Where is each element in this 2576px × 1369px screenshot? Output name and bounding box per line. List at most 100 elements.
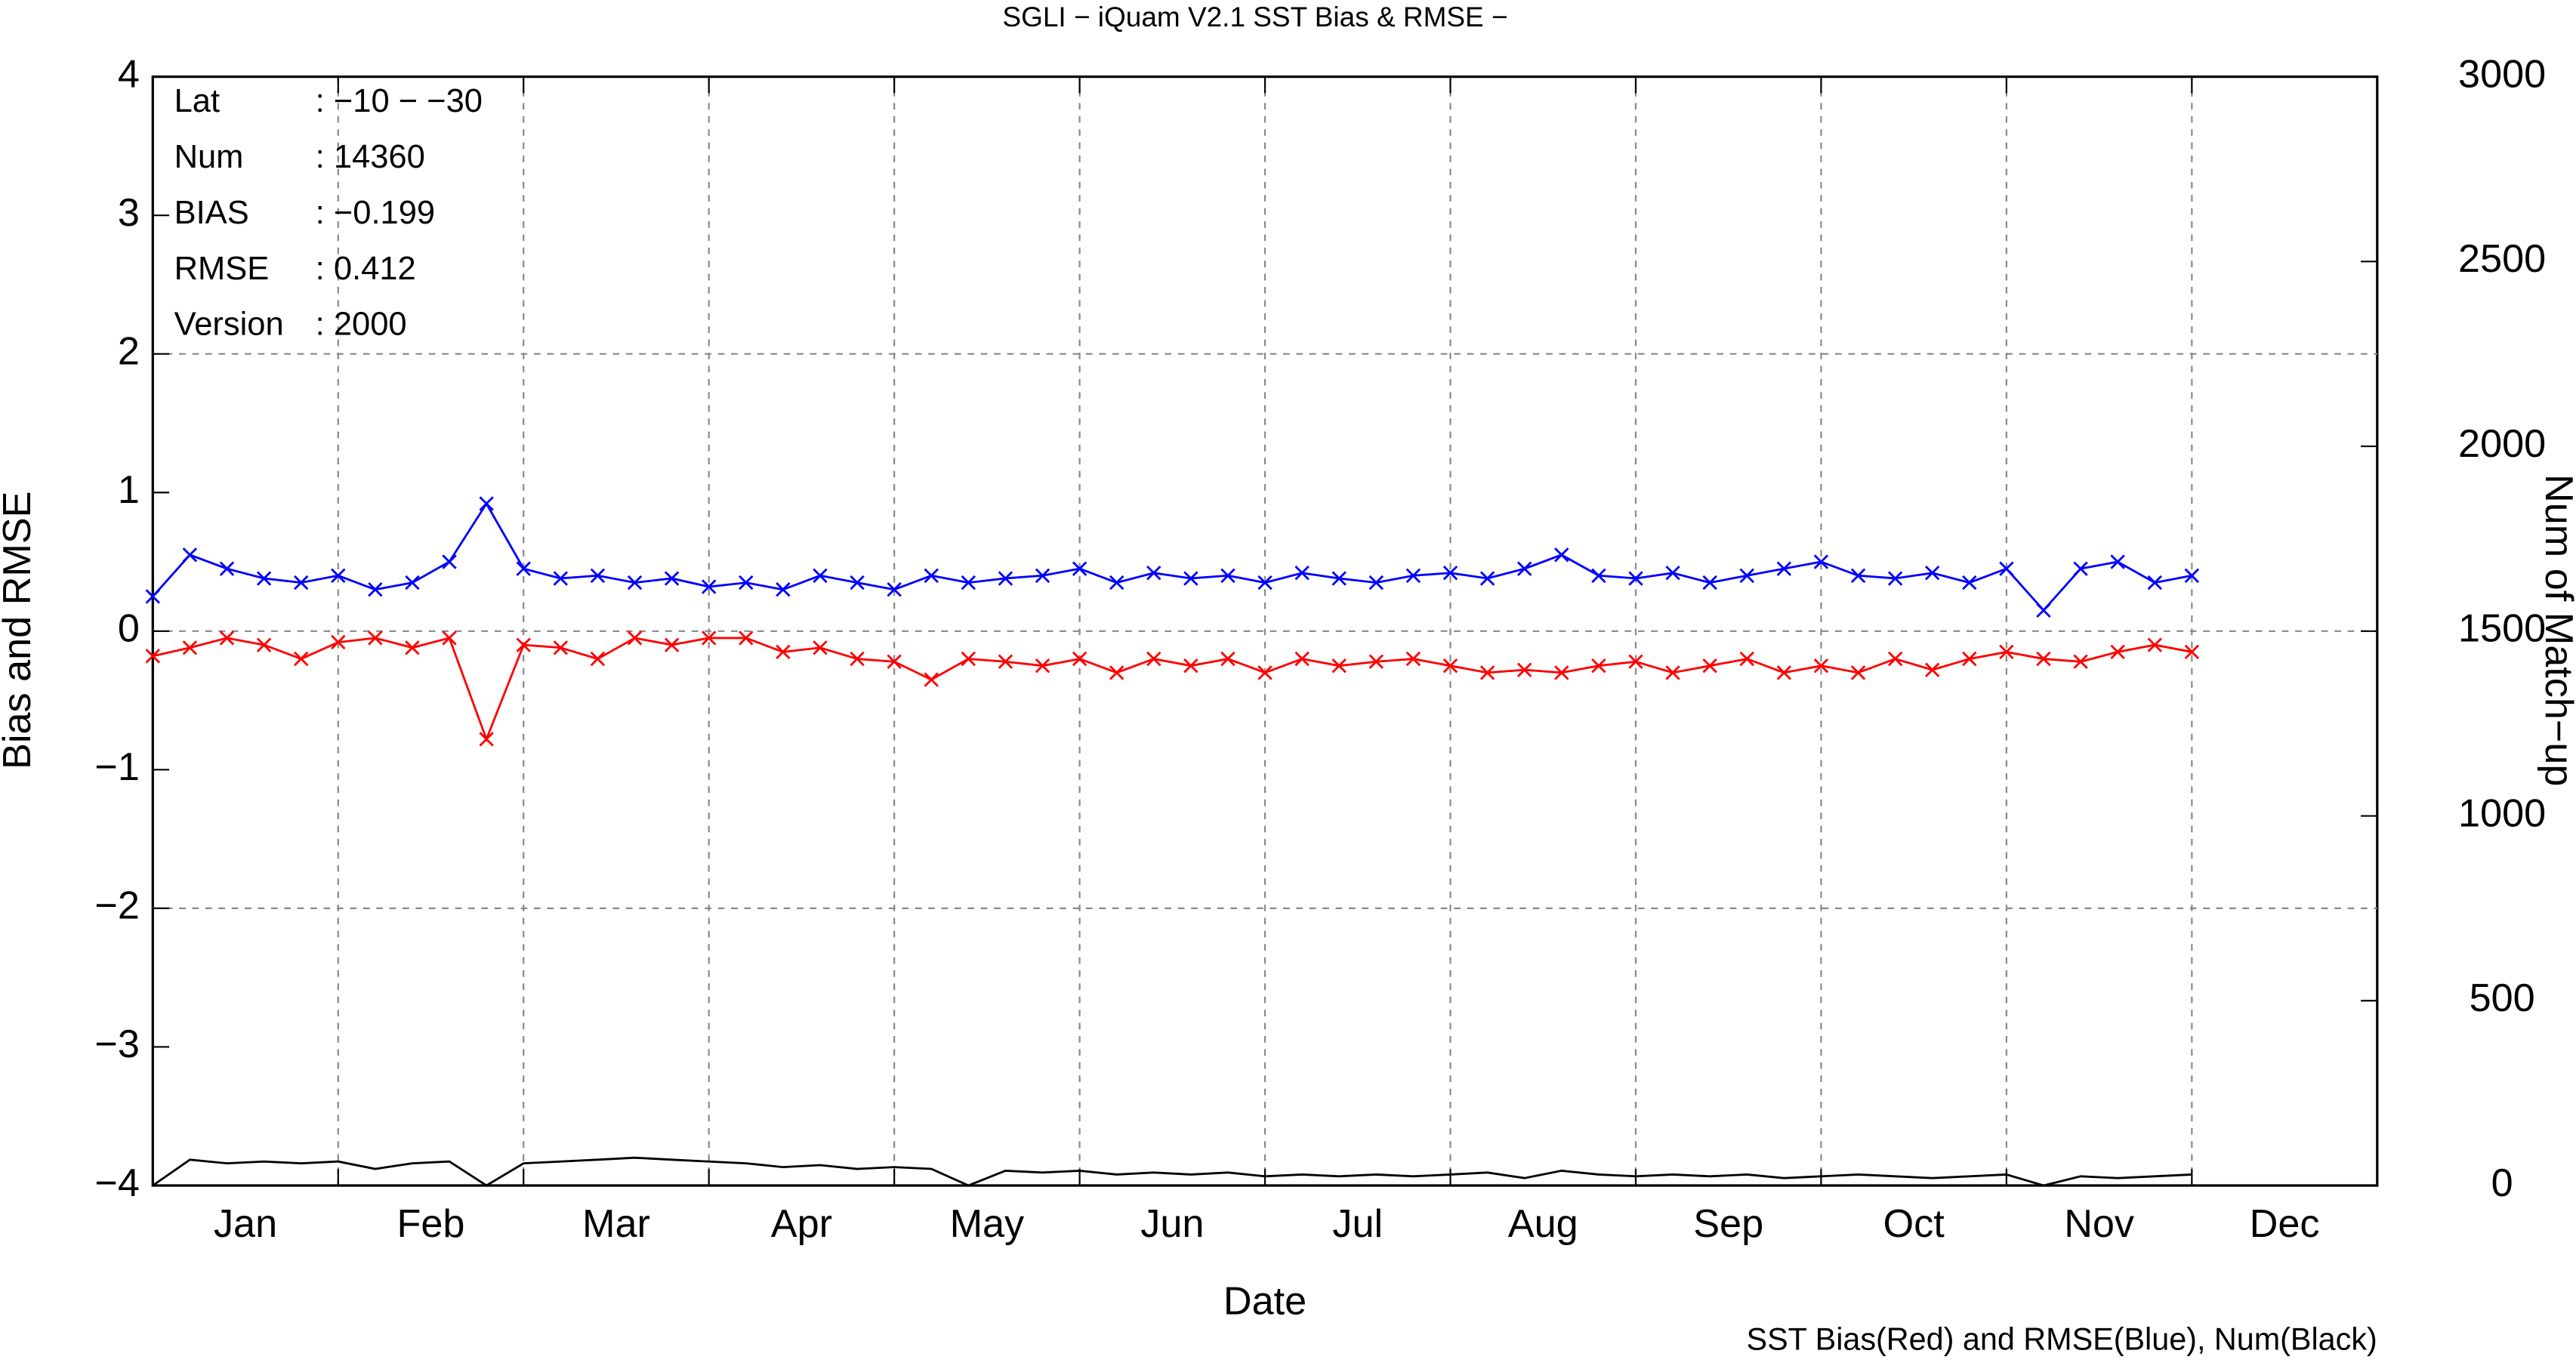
data-point: [590, 568, 606, 584]
data-point: [2073, 561, 2088, 576]
data-point: [1146, 651, 1162, 667]
x-tick-label: Mar: [582, 1202, 650, 1246]
data-point: [739, 631, 754, 646]
chart-title: SGLI − iQuam V2.1 SST Bias & RMSE −: [1002, 2, 1507, 32]
data-point: [1813, 658, 1829, 674]
y2-tick-label: 3000: [2458, 52, 2546, 96]
data-point: [182, 547, 198, 563]
data-point: [1702, 575, 1717, 590]
data-point: [1850, 665, 1866, 680]
data-point: [1442, 658, 1458, 674]
annotation-value: : 14360: [316, 139, 425, 175]
data-point: [701, 579, 717, 594]
data-point: [2184, 644, 2200, 660]
data-point: [145, 589, 161, 604]
data-point: [1924, 662, 1940, 677]
data-point: [813, 640, 828, 655]
data-point: [479, 732, 494, 747]
data-point: [664, 637, 680, 652]
data-point: [739, 575, 754, 590]
data-point: [1442, 566, 1458, 581]
y-tick-label: 0: [118, 607, 140, 651]
data-point: [1479, 665, 1495, 680]
data-point: [442, 554, 457, 569]
data-point: [887, 582, 902, 597]
data-point: [1665, 566, 1680, 581]
y-tick-label: −3: [94, 1022, 140, 1066]
data-point: [1628, 654, 1643, 669]
annotation-label: Version: [174, 307, 284, 343]
data-point: [887, 654, 902, 669]
data-point: [590, 651, 606, 667]
data-point: [405, 575, 420, 590]
data-point: [924, 672, 939, 687]
data-point: [553, 571, 569, 586]
data-point: [1368, 575, 1384, 590]
data-point: [1220, 568, 1236, 584]
data-point: [1887, 651, 1903, 667]
data-point: [405, 640, 420, 655]
y-tick-label: 2: [118, 330, 140, 374]
x-tick-label: Aug: [1508, 1202, 1578, 1246]
data-point: [2110, 644, 2125, 660]
data-point: [1331, 658, 1347, 674]
annotation-value: : −0.199: [316, 195, 435, 231]
x-tick-label: Dec: [2250, 1202, 2320, 1246]
data-point: [1999, 561, 2014, 576]
data-point: [1887, 571, 1903, 586]
data-point: [1628, 571, 1643, 586]
data-point: [1516, 662, 1532, 677]
data-point: [627, 631, 643, 646]
data-point: [1146, 566, 1162, 581]
data-point: [368, 582, 383, 597]
data-point: [701, 631, 717, 646]
x-tick-label: Apr: [771, 1202, 832, 1246]
data-point: [1850, 568, 1866, 584]
x-tick-label: May: [950, 1202, 1025, 1246]
data-point: [293, 651, 309, 667]
data-point: [553, 640, 569, 655]
data-point: [2110, 554, 2125, 569]
annotation-value: : −10 − −30: [316, 83, 483, 119]
series-line: [152, 637, 2192, 742]
x-tick-label: Sep: [1693, 1202, 1763, 1246]
y2-tick-label: 500: [2470, 976, 2535, 1020]
x-tick-label: Oct: [1883, 1202, 1945, 1246]
data-point: [1183, 571, 1199, 586]
data-point: [1813, 554, 1829, 569]
x-axis-title: Date: [1223, 1279, 1307, 1323]
data-point: [1479, 571, 1495, 586]
data-point: [2184, 568, 2200, 584]
data-point: [442, 631, 457, 646]
data-point: [1368, 654, 1384, 669]
y2-tick-label: 2000: [2458, 422, 2546, 466]
data-point: [1924, 566, 1940, 581]
data-point: [850, 651, 865, 667]
y2-tick-label: 2500: [2458, 237, 2546, 281]
data-point: [998, 571, 1013, 586]
data-point: [1220, 651, 1236, 667]
data-point: [1405, 651, 1421, 667]
data-point: [1331, 571, 1347, 586]
data-point: [1183, 658, 1199, 674]
data-point: [813, 568, 828, 584]
data-point: [961, 651, 976, 667]
x-tick-label: Jun: [1140, 1202, 1204, 1246]
series-line: [152, 1156, 2192, 1187]
data-point: [776, 644, 791, 660]
data-point: [182, 640, 198, 655]
series-line: [152, 501, 2192, 612]
data-point: [1554, 665, 1569, 680]
data-point: [145, 649, 161, 664]
data-point: [2036, 651, 2051, 667]
x-tick-label: Feb: [397, 1202, 465, 1246]
data-point: [1257, 575, 1273, 590]
data-point: [219, 631, 235, 646]
data-point: [516, 637, 531, 652]
y-tick-label: 4: [118, 52, 140, 96]
y-tick-label: −4: [94, 1161, 140, 1205]
y2-tick-label: 1000: [2458, 791, 2546, 835]
data-point: [331, 568, 346, 584]
data-point: [2147, 637, 2162, 652]
